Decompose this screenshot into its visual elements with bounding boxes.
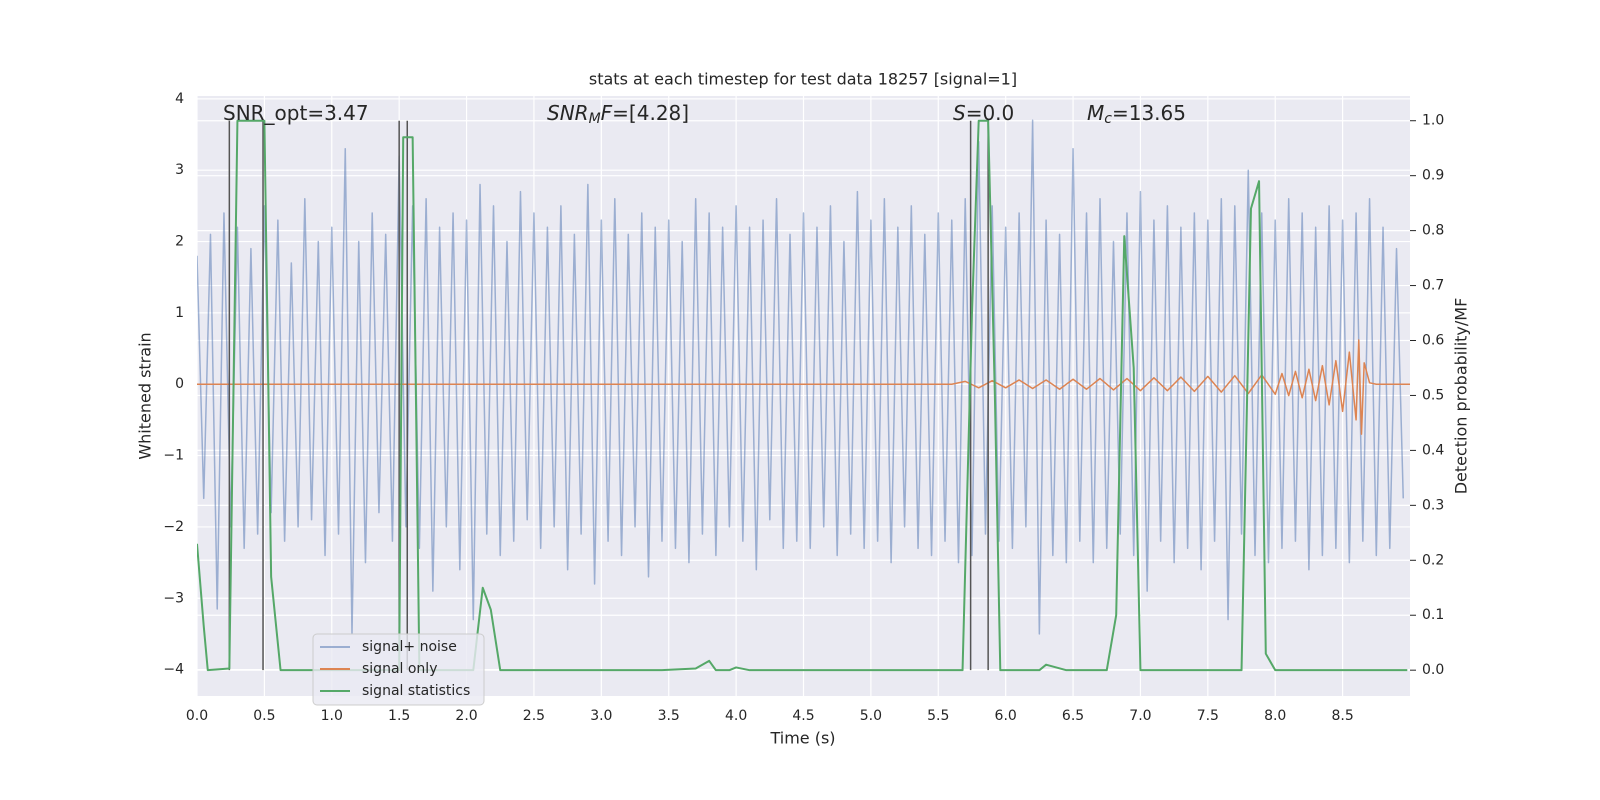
annotation-part: =[4.28] [612,101,689,125]
annotation-part: =13.65 [1112,101,1186,125]
x-tick-label: 3.0 [590,708,612,724]
x-tick-label: 1.5 [388,708,410,724]
y2-tick-label: 0.8 [1422,223,1444,239]
x-tick-label: 3.5 [658,708,680,724]
x-tick-label: 4.0 [725,708,747,724]
y-axis-label: Whitened strain [136,332,155,459]
series-line [197,339,1410,435]
legend-label: signal statistics [362,683,470,699]
annotation-part: SNR_opt=3.47 [223,101,369,125]
y2-tick-label: 0.1 [1422,607,1444,623]
annotation: SNRMF=[4.28] [547,101,689,128]
y2-tick-label: 0.4 [1422,442,1444,458]
y2-tick-label: 0.9 [1422,168,1444,184]
y-tick-label: 2 [175,234,184,250]
y2-tick-label: 0.2 [1422,552,1444,568]
x-tick-label: 1.0 [321,708,343,724]
y2-tick-label: 1.0 [1422,113,1444,129]
y-tick-label: −4 [163,662,184,678]
annotation: Mc=13.65 [1087,101,1186,128]
y-tick-label: 4 [175,91,184,107]
x-tick-label: 0.5 [253,708,275,724]
chart-title: stats at each timestep for test data 182… [589,70,1017,89]
annotation-part: SNR [547,101,589,125]
annotation-part: =0.0 [966,101,1015,125]
annotation-part: M [1087,101,1104,125]
y2-tick-label: 0.3 [1422,497,1444,513]
y-tick-label: −3 [163,590,184,606]
x-tick-label: 7.0 [1129,708,1151,724]
x-axis-label: Time (s) [769,729,835,748]
legend-label: signal+ noise [362,639,457,655]
y-tick-label: 3 [175,162,184,178]
y-tick-label: 1 [175,305,184,321]
series-line [197,119,1408,672]
annotation: SNR_opt=3.47 [223,101,369,125]
y2-tick-label: 0.7 [1422,278,1444,294]
y-tick-label: 0 [175,376,184,392]
y2-tick-label: 0.0 [1422,662,1444,678]
series-line [197,119,1405,635]
x-tick-label: 6.5 [1062,708,1084,724]
annotation-part: F [601,101,613,125]
y-tick-label: −2 [163,519,184,535]
x-tick-label: 6.0 [995,708,1017,724]
legend-label: signal only [362,661,437,677]
annotation: S=0.0 [953,101,1014,125]
annotation-part: M [589,111,601,127]
x-tick-label: 8.5 [1331,708,1353,724]
y2-tick-label: 0.6 [1422,333,1444,349]
x-tick-label: 2.5 [523,708,545,724]
y2-axis-label: Detection probability/MF [1452,298,1471,495]
legend-box [312,633,485,706]
x-tick-label: 0.0 [186,708,208,724]
x-tick-label: 5.0 [860,708,882,724]
x-tick-label: 5.5 [927,708,949,724]
x-tick-label: 8.0 [1264,708,1286,724]
x-tick-label: 4.5 [792,708,814,724]
x-tick-label: 2.0 [455,708,477,724]
x-tick-label: 7.5 [1197,708,1219,724]
annotation-part: S [953,101,966,125]
y2-tick-label: 0.5 [1422,387,1444,403]
y-tick-label: −1 [163,448,184,464]
annotation-part: c [1104,111,1112,127]
